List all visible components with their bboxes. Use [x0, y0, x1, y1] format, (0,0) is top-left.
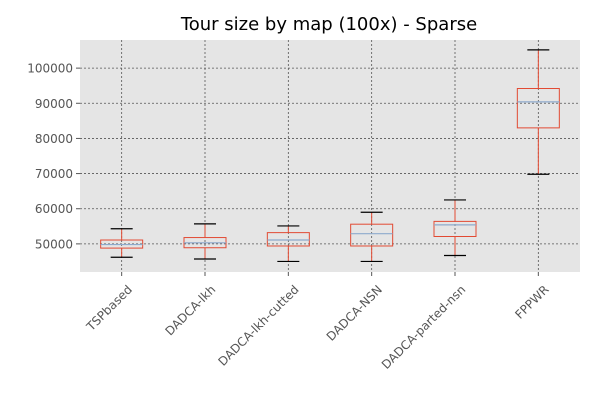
- box-body: [266, 232, 310, 247]
- box-body: [516, 88, 560, 129]
- y-axis: 50000 60000 70000 80000 90000 100000: [27, 62, 80, 251]
- y-tick-label: 80000: [35, 132, 73, 146]
- box-6: [516, 49, 560, 175]
- box-body: [350, 223, 394, 247]
- chart-title: Tour size by map (100x) - Sparse: [180, 14, 477, 35]
- box-1: [100, 228, 144, 258]
- box-5: [433, 199, 477, 257]
- y-tick-label: 100000: [27, 62, 73, 76]
- box-body: [433, 220, 477, 237]
- y-tick-label: 90000: [35, 97, 73, 111]
- grid-lines: [80, 40, 580, 272]
- y-tick-label: 70000: [35, 167, 73, 181]
- box-3: [266, 225, 310, 263]
- boxes-layer: [100, 49, 560, 263]
- box-2: [183, 223, 227, 260]
- y-tick-label: 50000: [35, 237, 73, 251]
- y-tick-label: 60000: [35, 202, 73, 216]
- box-4: [350, 211, 394, 263]
- plot-area: [80, 40, 580, 272]
